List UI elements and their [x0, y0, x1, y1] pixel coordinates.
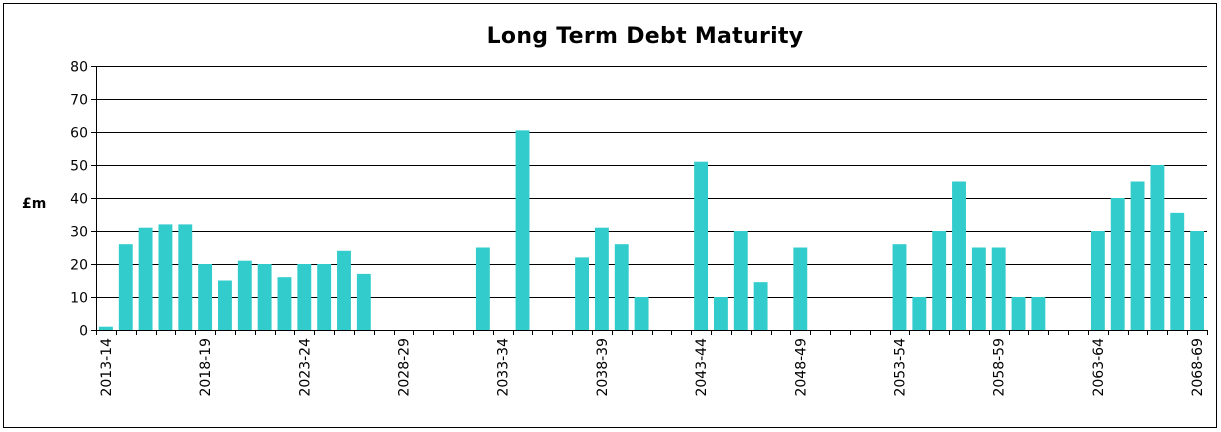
bar: [971, 247, 986, 330]
bar: [158, 224, 173, 330]
y-tick-label: 0: [79, 324, 88, 340]
bar: [594, 227, 609, 330]
bar: [218, 280, 232, 330]
bar: [515, 130, 530, 330]
bar: [1170, 212, 1185, 330]
bar: [356, 273, 371, 330]
y-tick-label: 50: [70, 159, 88, 175]
x-tick-label: 2058-59: [992, 338, 1008, 397]
bar: [575, 257, 590, 330]
y-tick-label: 40: [70, 192, 88, 208]
bar: [237, 260, 252, 330]
x-tick-label: 2053-54: [892, 338, 908, 397]
bar: [317, 264, 332, 330]
chart-frame: [3, 3, 1217, 428]
bar: [952, 181, 966, 330]
x-tick-label: 2043-44: [694, 338, 710, 397]
bar: [912, 297, 927, 330]
y-tick-labels: 0 10 20 30 40 50 60 70 80: [70, 60, 88, 340]
bar: [1190, 231, 1205, 330]
y-tick-label: 80: [70, 60, 88, 76]
y-tick-label: 30: [70, 225, 88, 241]
bar: [892, 244, 907, 330]
bar: [713, 297, 728, 330]
y-tick-label: 60: [70, 126, 88, 142]
bar: [277, 277, 292, 330]
bar: [1090, 231, 1105, 330]
x-tick-label: 2038-39: [595, 338, 611, 397]
x-tick-label: 2023-24: [297, 338, 313, 397]
gridlines: [96, 66, 1207, 298]
bar: [634, 297, 649, 330]
chart-title: Long Term Debt Maturity: [486, 24, 804, 49]
bar: [793, 247, 808, 330]
x-tick-label: 2068-69: [1190, 338, 1206, 397]
bar: [475, 247, 490, 330]
axes: [91, 66, 1208, 335]
bar: [694, 161, 709, 330]
bar: [337, 250, 351, 330]
bar: [1150, 165, 1165, 330]
bar: [98, 326, 113, 330]
y-axis-label: £m: [22, 196, 46, 212]
bar: [178, 224, 193, 330]
bar: [753, 282, 768, 330]
bar: [1110, 198, 1125, 330]
x-tick-label: 2028-29: [397, 338, 413, 397]
y-tick-label: 10: [70, 291, 88, 307]
bar: [118, 244, 133, 330]
bar: [614, 244, 629, 330]
bars: [98, 130, 1205, 330]
bar: [932, 231, 947, 330]
bar: [257, 264, 272, 330]
bar: [138, 227, 153, 330]
bar: [198, 264, 213, 330]
y-tick-label: 20: [70, 258, 88, 274]
x-tick-labels: 2013-14 2018-19 2023-24 2028-29 2033-34 2038-…: [99, 338, 1206, 397]
x-tick-label: 2033-34: [496, 338, 512, 397]
x-tick-label: 2048-49: [793, 338, 809, 397]
bar: [297, 264, 312, 330]
bar: [1031, 297, 1046, 330]
bar: [991, 247, 1006, 330]
x-tick-label: 2063-64: [1091, 338, 1107, 397]
bar: [733, 231, 748, 330]
bar: [1011, 297, 1026, 330]
x-tick-label: 2018-19: [198, 338, 214, 397]
y-tick-label: 70: [70, 93, 88, 109]
bar: [1130, 181, 1145, 330]
x-tick-label: 2013-14: [99, 338, 115, 397]
